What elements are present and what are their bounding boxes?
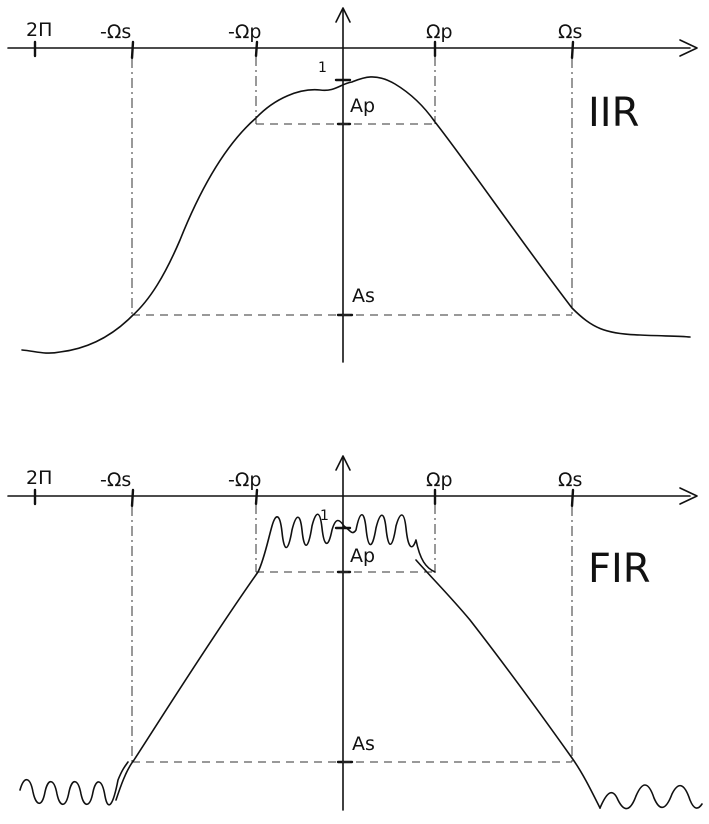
iir-tick-omega-s — [570, 40, 575, 60]
fir-tick-neg-omega-s — [130, 488, 135, 508]
fir-tick-omega-s — [570, 488, 575, 508]
fir-label-omega-s: Ωs — [558, 469, 582, 491]
iir-title: IIR — [588, 90, 639, 136]
iir-label-one: 1 — [318, 60, 327, 76]
iir-label-as: As — [352, 285, 375, 307]
fir-right-stopband-ripple — [599, 784, 703, 810]
fir-label-neg-omega-p: -Ωp — [228, 469, 261, 491]
fir-left-stopband-ripple — [19, 761, 129, 806]
fir-label-2pi: 2Π — [26, 467, 52, 489]
iir-label-ap: Ap — [350, 95, 375, 117]
fir-frequency-axis-arrow — [679, 487, 698, 505]
fir-title: FIR — [588, 546, 651, 592]
iir-panel: 2Π -Ωs -Ωp Ωp Ωs 1 Ap As IIR — [7, 7, 698, 363]
fir-right-transition — [415, 559, 601, 809]
iir-label-neg-omega-p: -Ωp — [228, 21, 261, 43]
iir-frequency-axis-arrow — [679, 39, 698, 57]
fir-left-transition — [115, 571, 259, 801]
iir-magnitude-axis-arrow — [335, 7, 351, 23]
fir-label-neg-omega-s: -Ωs — [100, 469, 131, 491]
iir-label-neg-omega-s: -Ωs — [100, 21, 131, 43]
fir-label-one: 1 — [320, 508, 329, 524]
iir-tick-neg-omega-p — [254, 40, 259, 58]
iir-label-omega-s: Ωs — [558, 21, 582, 43]
fir-label-omega-p: Ωp — [426, 469, 453, 491]
iir-tick-neg-omega-s — [130, 40, 135, 60]
fir-passband-ripple — [257, 513, 436, 573]
fir-panel: 2Π -Ωs -Ωp Ωp Ωs 1 Ap As FIR — [7, 455, 703, 811]
fir-tick-neg-omega-p — [254, 488, 259, 506]
iir-label-omega-p: Ωp — [426, 21, 453, 43]
iir-response-curve — [21, 76, 691, 354]
fir-label-ap: Ap — [350, 545, 375, 567]
iir-label-2pi: 2Π — [26, 19, 52, 41]
fir-magnitude-axis-arrow — [335, 455, 351, 471]
fir-label-as: As — [352, 733, 375, 755]
